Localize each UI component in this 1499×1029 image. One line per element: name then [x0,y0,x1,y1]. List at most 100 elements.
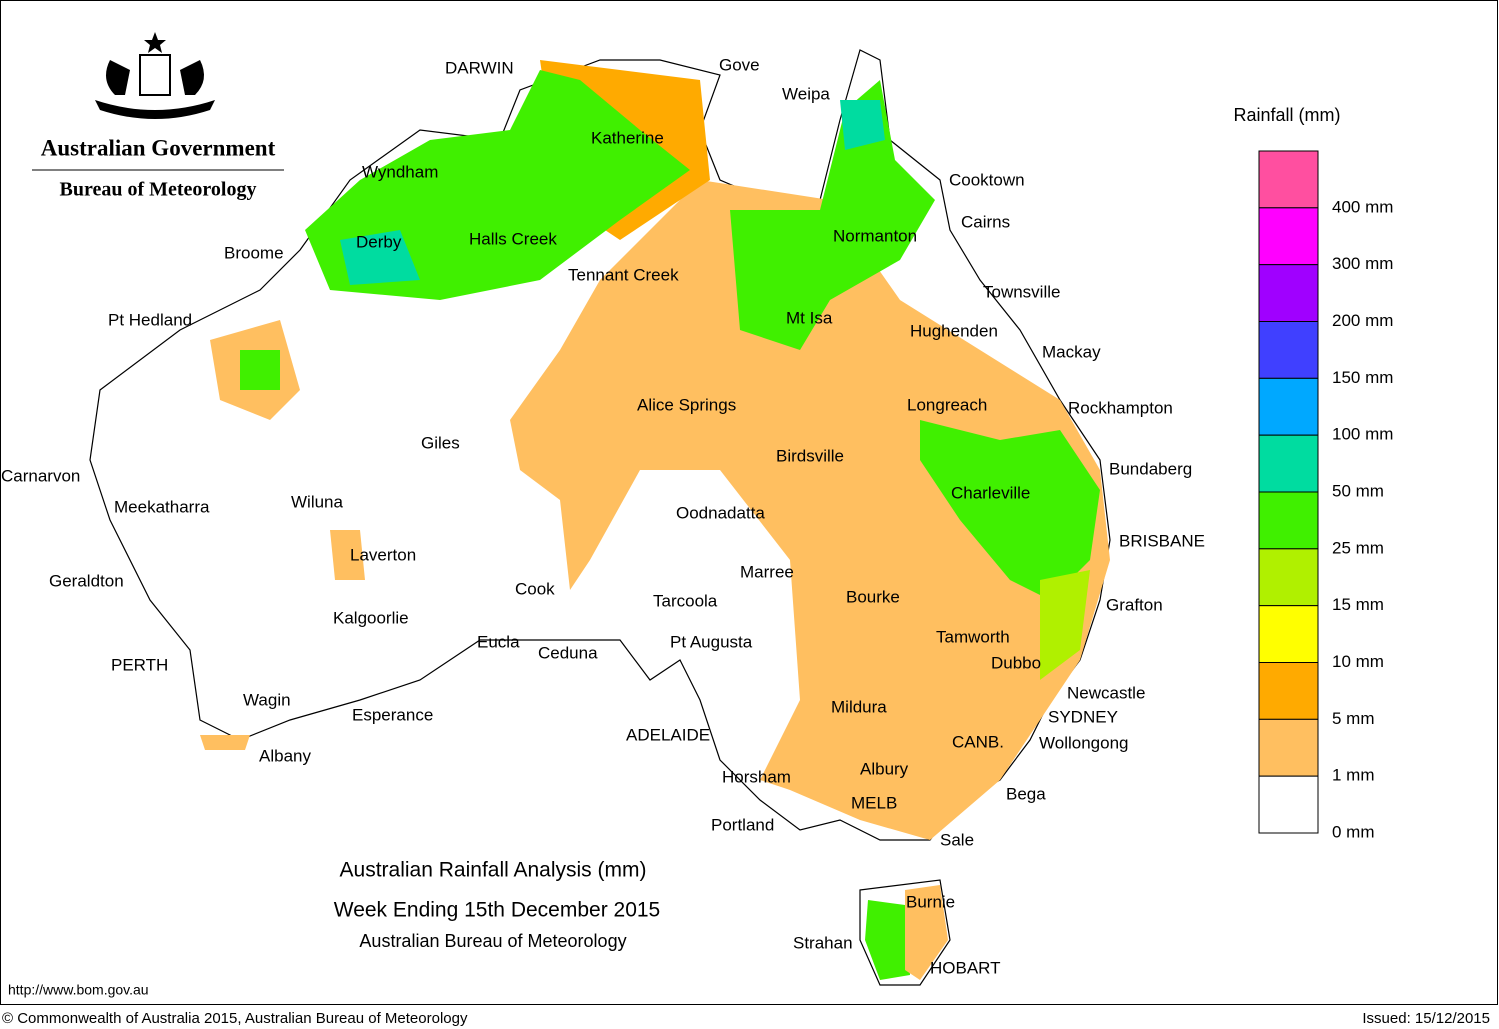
place: MELB [851,793,897,812]
place: Giles [421,433,460,452]
legend-swatch [1258,718,1319,777]
place: Oodnadatta [676,503,765,522]
legend-swatch [1258,775,1319,834]
place: Bourke [846,587,900,606]
place: ADELAIDE [626,725,710,744]
place: Mt Isa [786,308,833,327]
place: Wollongong [1039,733,1128,752]
legend-label: 5 mm [1332,709,1375,728]
legend-label: 300 mm [1332,254,1393,273]
place: SYDNEY [1048,707,1118,726]
place: Newcastle [1067,683,1145,702]
rainfall-shading [200,60,1110,980]
place: Portland [711,815,774,834]
place: Albury [860,759,909,778]
place: Horsham [722,767,791,786]
place: Wagin [243,690,291,709]
place: Albany [259,746,311,765]
issued: Issued: 15/12/2015 [1362,1010,1490,1027]
place: Birdsville [776,446,844,465]
place: Ceduna [538,643,598,662]
place: Cooktown [949,170,1025,189]
place: Eucla [477,632,520,651]
government: Australian Government [41,135,276,160]
legend-swatch [1258,150,1319,209]
place: CANB. [952,732,1004,751]
place: Katherine [591,128,664,147]
place: DARWIN [445,58,514,77]
legend-swatch [1258,207,1319,266]
legend-label: 15 mm [1332,595,1384,614]
legend-label: 0 mm [1332,822,1375,841]
legend-swatch [1258,377,1319,436]
place: Carnarvon [1,466,80,485]
copyright: © Commonwealth of Australia 2015, Austra… [2,1010,468,1027]
legend-swatch [1258,662,1319,720]
place: Tamworth [936,627,1010,646]
bureau: Bureau of Meteorology [59,179,256,201]
crest [95,32,215,119]
place: Burnie [906,892,955,911]
legend-label: 100 mm [1332,425,1393,444]
legend-swatch [1258,264,1319,322]
place: Townsville [983,282,1060,301]
legend-label: 50 mm [1332,481,1384,500]
place: Laverton [350,545,416,564]
legend-label: 400 mm [1332,197,1393,216]
legend-swatch [1258,605,1319,664]
place: Hughenden [910,321,998,340]
place: Pt Augusta [670,632,753,651]
place: Sale [940,830,974,849]
legend-title: Rainfall (mm) [1233,105,1340,125]
place-labels: DARWIN Gove Weipa Katherine Wyndham Cook… [1,55,1205,977]
place: HOBART [930,958,1001,977]
legend-label: 25 mm [1332,538,1384,557]
place: Mackay [1042,342,1101,361]
place: Strahan [793,933,853,952]
place: Gove [719,55,760,74]
place: BRISBANE [1119,531,1205,550]
place: PERTH [111,655,168,674]
place: Dubbo [991,653,1041,672]
place: Wiluna [291,492,344,511]
subtitle: Week Ending 15th December 2015 [334,899,660,922]
place: Broome [224,243,284,262]
legend-label: 10 mm [1332,652,1384,671]
place: Grafton [1106,595,1163,614]
place: Cook [515,579,555,598]
legend-label: 1 mm [1332,766,1375,785]
title: Australian Rainfall Analysis (mm) [340,859,647,882]
place: Cairns [961,212,1010,231]
place: Rockhampton [1068,398,1173,417]
place: Meekatharra [114,497,210,516]
place: Tarcoola [653,591,718,610]
legend-swatch [1258,321,1319,379]
place: Weipa [782,84,830,103]
legend-label: 150 mm [1332,368,1393,387]
url: http://www.bom.gov.au [8,982,149,998]
legend-swatch [1258,434,1319,493]
place: Kalgoorlie [333,608,409,627]
place: Alice Springs [637,395,736,414]
place: Geraldton [49,571,124,590]
legend-swatch [1258,548,1319,607]
legend: 400 mm 300 mm 200 mm 150 mm 100 mm 50 mm 25 mm… [1258,150,1393,841]
place: Charleville [951,483,1030,502]
place: Normanton [833,226,917,245]
source: Australian Bureau of Meteorology [359,931,626,951]
place: Wyndham [362,162,438,181]
place: Longreach [907,395,987,414]
legend-label: 200 mm [1332,311,1393,330]
place: Pt Hedland [108,310,192,329]
place: Marree [740,562,794,581]
legend-swatch [1258,491,1319,550]
place: Halls Creek [469,229,557,248]
place: Mildura [831,697,887,716]
place: Bundaberg [1109,459,1192,478]
place: Esperance [352,705,433,724]
place: Tennant Creek [568,265,679,284]
place: Derby [356,232,402,251]
place: Bega [1006,784,1046,803]
